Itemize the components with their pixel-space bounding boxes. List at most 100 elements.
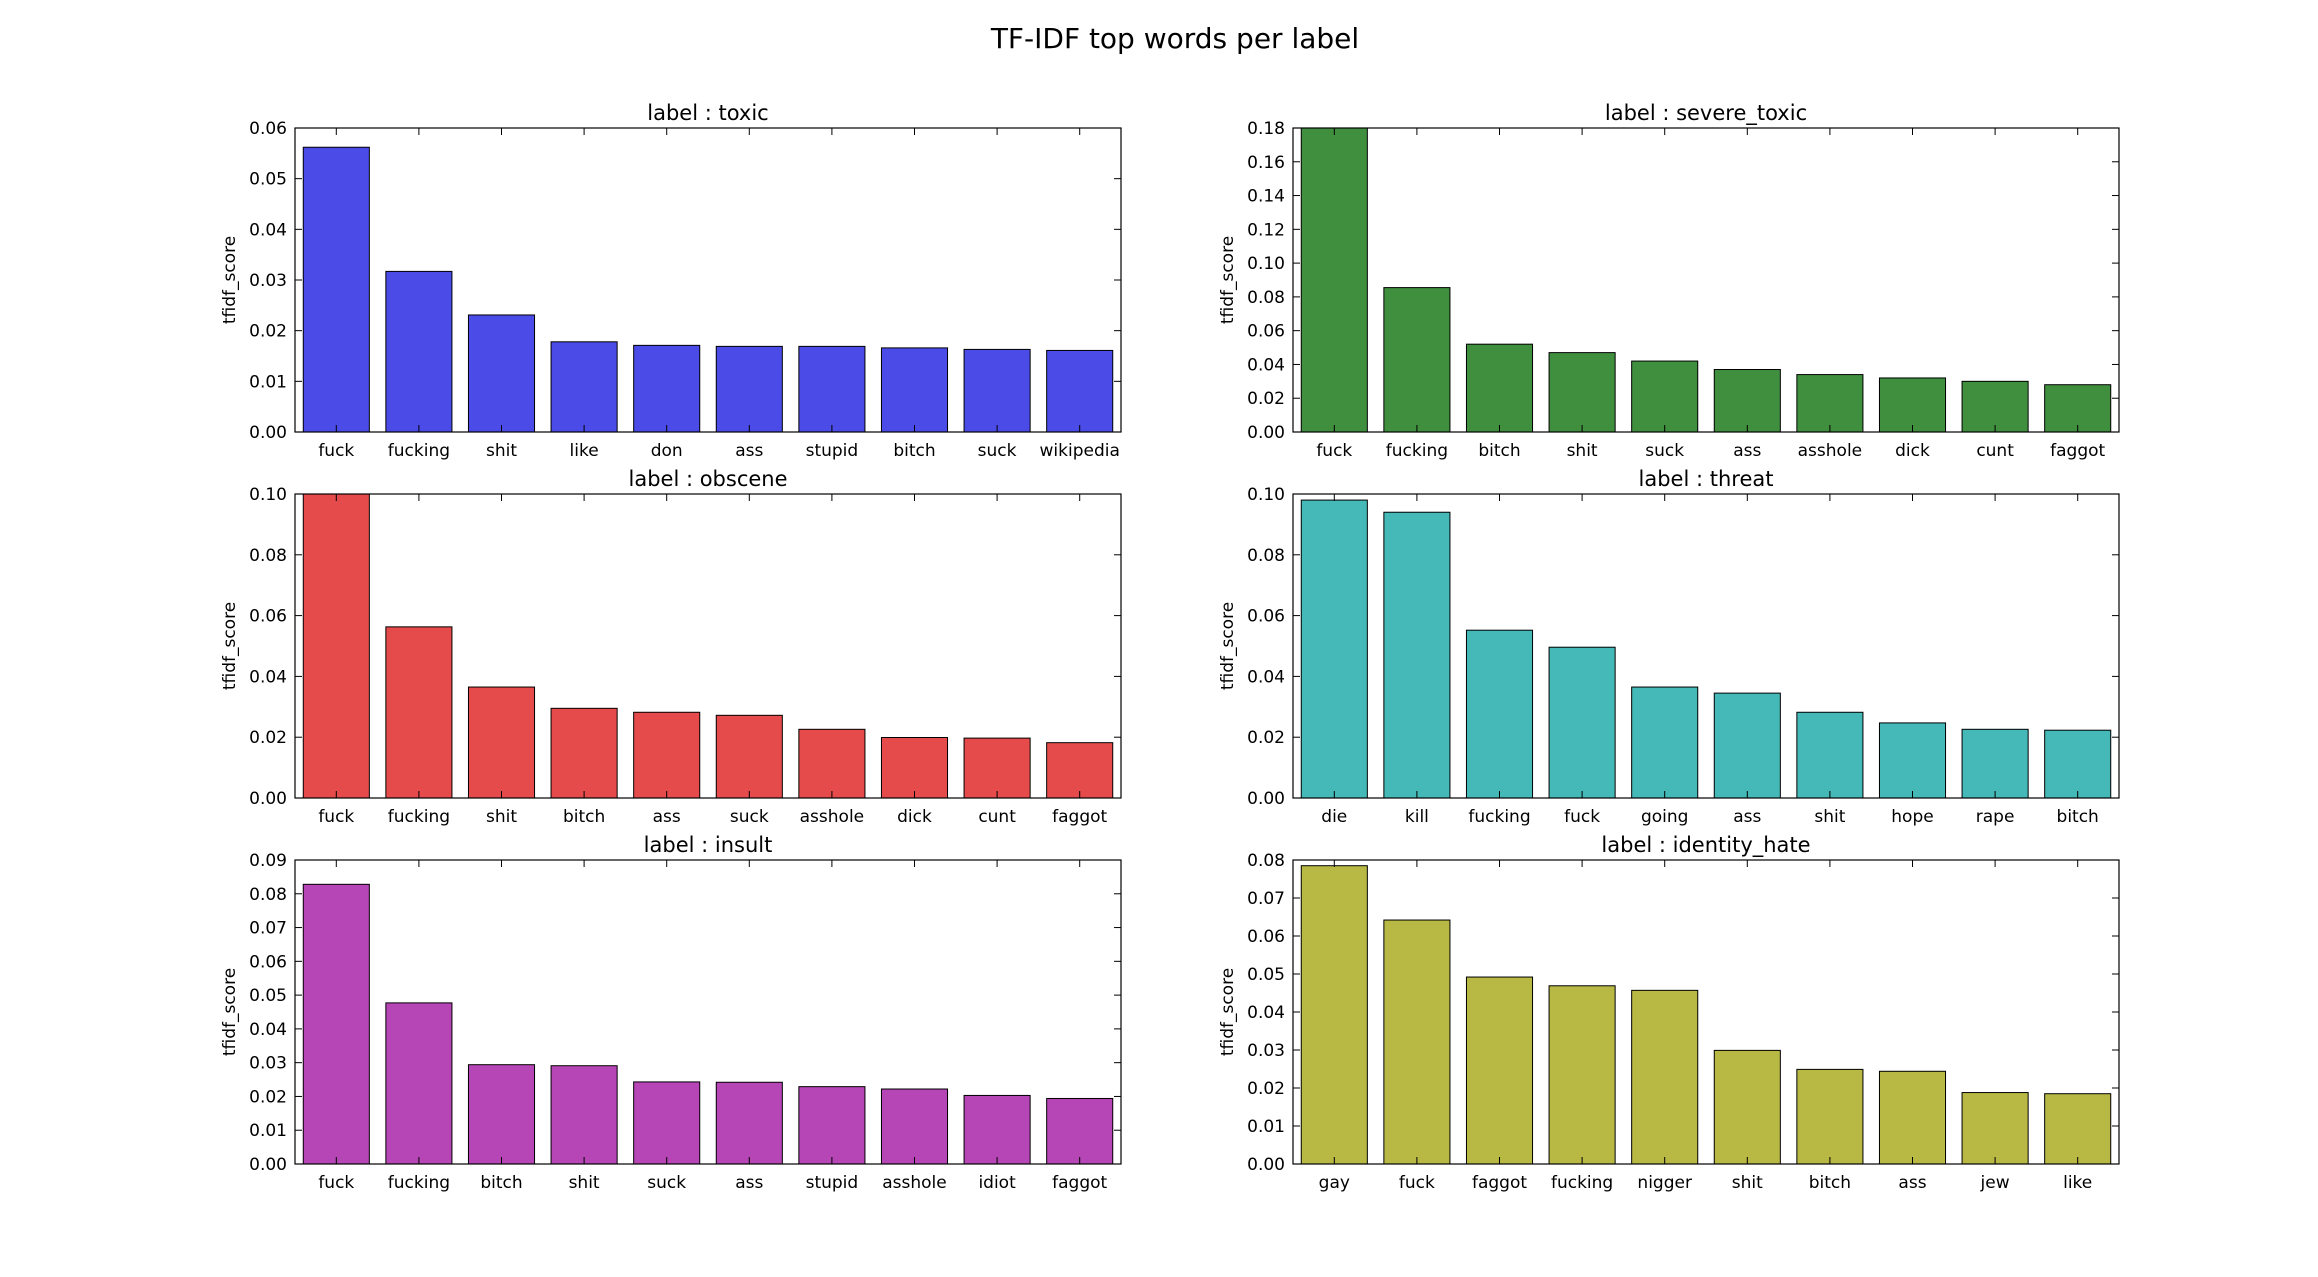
x-tick-label: asshole	[882, 1173, 947, 1193]
y-tick-label: 0.00	[1247, 423, 1285, 443]
y-tick-label: 0.03	[249, 271, 287, 291]
bar	[1300, 499, 1368, 799]
y-tick-label: 0.07	[249, 919, 287, 939]
y-tick-label: 0.03	[249, 1054, 287, 1074]
y-tick-label: 0.02	[1247, 1079, 1285, 1099]
x-tick-label: shit	[1814, 807, 1845, 827]
y-tick-label: 0.04	[1247, 1003, 1285, 1023]
y-tick-label: 0.10	[249, 485, 287, 505]
y-tick-label: 0.06	[249, 119, 287, 139]
x-tick-label: gay	[1319, 1173, 1350, 1193]
bar	[302, 146, 370, 433]
y-tick-label: 0.10	[1247, 485, 1285, 505]
chart-panel: 0.00 0.01 0.02 0.03 0.04 0.05 0.06 0.07 0.08 0.09…	[220, 833, 1122, 1193]
y-tick-label: 0.16	[1247, 153, 1285, 173]
y-tick-label: 0.14	[1247, 187, 1285, 207]
x-tick-label: wikipedia	[1040, 441, 1120, 461]
bar	[467, 1064, 536, 1165]
x-tick-label: ass	[1898, 1173, 1926, 1193]
x-tick-label: shit	[1732, 1173, 1763, 1193]
bar	[1631, 360, 1699, 433]
bar	[715, 345, 783, 433]
bar	[963, 737, 1031, 799]
x-tick-label: faggot	[1052, 807, 1107, 827]
y-tick-label: 0.06	[1247, 927, 1285, 947]
chart-panel: 0.00 0.02 0.04 0.06 0.08 0.10 fuck fucking shit b…	[220, 467, 1122, 827]
x-tick-label: shit	[486, 807, 517, 827]
bar	[798, 728, 866, 799]
y-tick-label: 0.03	[1247, 1041, 1285, 1061]
x-tick-label: shit	[1567, 441, 1598, 461]
axes-frame	[1292, 127, 2120, 433]
x-tick-label: nigger	[1637, 1173, 1692, 1193]
y-tick-label: 0.00	[249, 789, 287, 809]
y-tick-label: 0.06	[1247, 322, 1285, 342]
y-tick-label: 0.02	[1247, 389, 1285, 409]
x-tick-label: hope	[1891, 807, 1933, 827]
x-tick-label: bitch	[563, 807, 605, 827]
y-tick-label: 0.09	[249, 851, 287, 871]
y-tick-label: 0.04	[1247, 667, 1285, 687]
y-tick-label: 0.07	[1247, 889, 1285, 909]
panel-title: label : severe_toxic	[1605, 101, 1807, 126]
y-axis-label: tfidf_score	[220, 236, 240, 324]
y-tick-label: 0.02	[249, 322, 287, 342]
x-tick-label: suck	[978, 441, 1017, 461]
y-tick-label: 0.00	[249, 1155, 287, 1175]
chart-panel: 0.00 0.01 0.02 0.03 0.04 0.05 0.06 0.07 0.08 gay f…	[1218, 833, 2120, 1193]
bar	[1878, 377, 1947, 433]
bar	[1465, 629, 1534, 799]
x-tick-label: dick	[897, 807, 932, 827]
bar	[1878, 1070, 1947, 1165]
bar	[385, 1002, 453, 1165]
panel-title: label : threat	[1639, 467, 1774, 491]
bar	[1631, 989, 1699, 1165]
bar	[1878, 722, 1947, 799]
bar	[467, 686, 536, 799]
x-tick-label: like	[570, 441, 599, 461]
bar	[2044, 729, 2112, 799]
bar	[302, 883, 370, 1165]
bar	[1713, 369, 1781, 433]
y-axis-label: tfidf_score	[1218, 236, 1238, 324]
bar	[633, 344, 701, 433]
bar	[1383, 511, 1451, 799]
y-tick-label: 0.08	[1247, 851, 1285, 871]
bar	[1713, 1049, 1781, 1165]
x-tick-label: fuck	[318, 1173, 354, 1193]
bar	[302, 493, 370, 799]
x-tick-label: cunt	[978, 807, 1016, 827]
x-tick-label: ass	[1733, 441, 1761, 461]
x-tick-label: faggot	[2050, 441, 2105, 461]
bar	[715, 714, 783, 799]
bar	[385, 270, 453, 433]
y-tick-label: 0.18	[1247, 119, 1285, 139]
x-tick-label: ass	[1733, 807, 1761, 827]
bar	[1300, 127, 1368, 433]
panel-title: label : toxic	[647, 101, 768, 125]
y-tick-label: 0.02	[1247, 728, 1285, 748]
bar	[1961, 1092, 2029, 1165]
y-tick-label: 0.00	[249, 423, 287, 443]
x-tick-label: ass	[735, 441, 763, 461]
figure-title: TF-IDF top words per label	[990, 22, 1359, 55]
x-tick-label: bitch	[480, 1173, 522, 1193]
chart-panel: 0.00 0.01 0.02 0.03 0.04 0.05 0.06 fuck fucking s…	[220, 101, 1122, 461]
bar	[1961, 380, 2029, 433]
x-tick-label: faggot	[1472, 1173, 1527, 1193]
x-tick-label: going	[1641, 807, 1688, 827]
bar	[798, 1086, 866, 1165]
x-tick-label: jew	[1980, 1173, 2010, 1193]
chart-panel: 0.00 0.02 0.04 0.06 0.08 0.10 0.12 0.14 0.16 0.18…	[1218, 101, 2120, 461]
panel-title: label : obscene	[628, 467, 787, 491]
x-tick-label: suck	[647, 1173, 686, 1193]
y-tick-label: 0.06	[249, 952, 287, 972]
bar	[1548, 352, 1616, 433]
bar	[1046, 349, 1114, 433]
bar	[1383, 287, 1451, 433]
y-tick-label: 0.04	[249, 1020, 287, 1040]
x-tick-label: idiot	[978, 1173, 1016, 1193]
x-tick-label: suck	[1645, 441, 1684, 461]
x-tick-label: fucking	[388, 1173, 450, 1193]
